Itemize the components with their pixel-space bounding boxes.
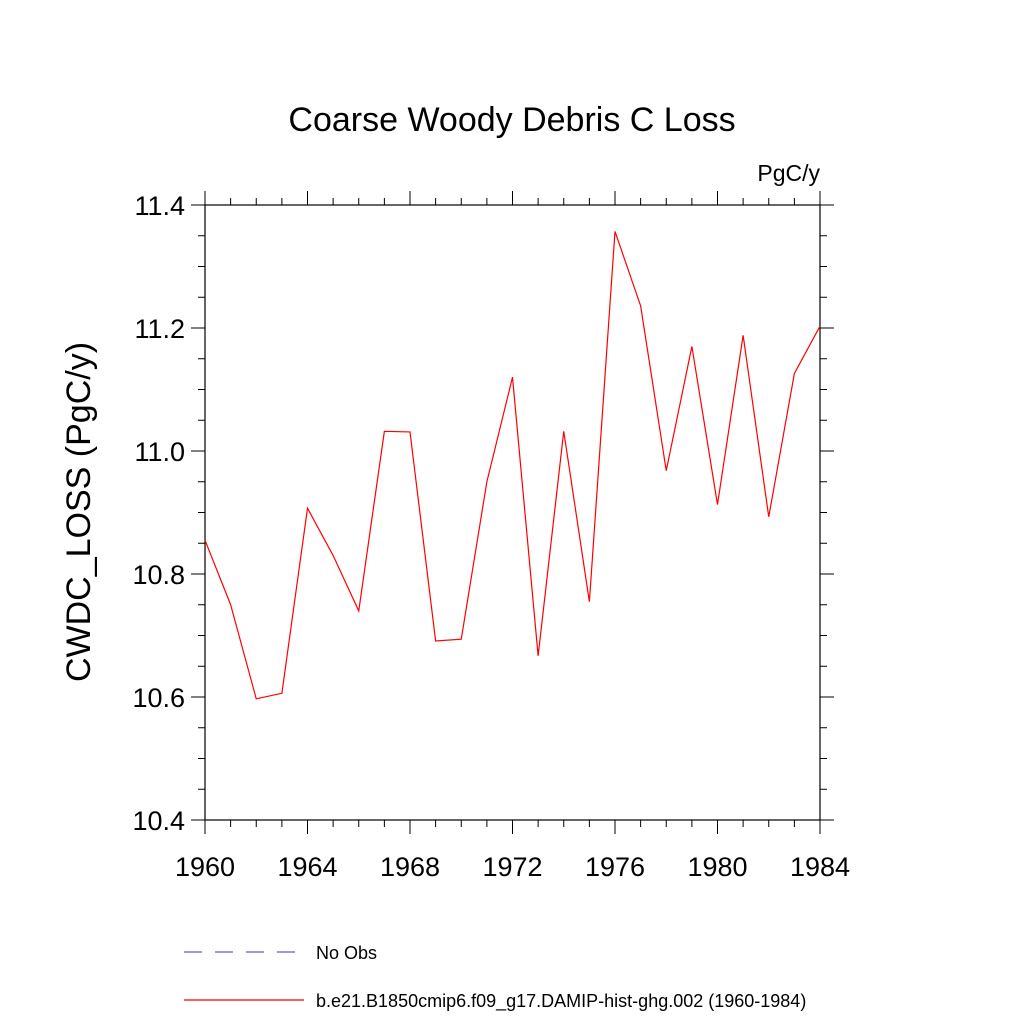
y-axis-label: CWDC_LOSS (PgC/y) <box>60 342 98 682</box>
y-tick-label: 11.2 <box>134 314 185 344</box>
legend: No Obs b.e21.B1850cmip6.f09_g17.DAMIP-his… <box>184 943 806 1012</box>
y-tick-label: 11.4 <box>134 191 185 221</box>
x-tick-label: 1960 <box>175 852 235 882</box>
axes: 1960 1964 1968 1972 1976 1980 1984 10.4 10.6 10.8… <box>132 191 850 882</box>
y-tick-label: 10.8 <box>132 560 185 590</box>
x-tick-label: 1964 <box>277 852 337 882</box>
legend-label-0: No Obs <box>316 943 377 963</box>
series-layer <box>204 231 821 700</box>
x-tick-label: 1972 <box>482 852 542 882</box>
x-tick-label: 1980 <box>687 852 747 882</box>
plot-frame <box>204 204 821 821</box>
series-line-0 <box>204 231 821 700</box>
x-tick-label: 1984 <box>790 852 850 882</box>
units-label: PgC/y <box>757 160 820 186</box>
chart-title: Coarse Woody Debris C Loss <box>288 101 735 139</box>
y-tick-label: 10.6 <box>132 683 185 713</box>
x-tick-label: 1976 <box>585 852 645 882</box>
x-tick-label: 1968 <box>380 852 440 882</box>
y-tick-label: 10.4 <box>132 806 185 836</box>
legend-label-1: b.e21.B1850cmip6.f09_g17.DAMIP-hist-ghg.… <box>316 991 806 1012</box>
y-tick-label: 11.0 <box>134 437 185 467</box>
